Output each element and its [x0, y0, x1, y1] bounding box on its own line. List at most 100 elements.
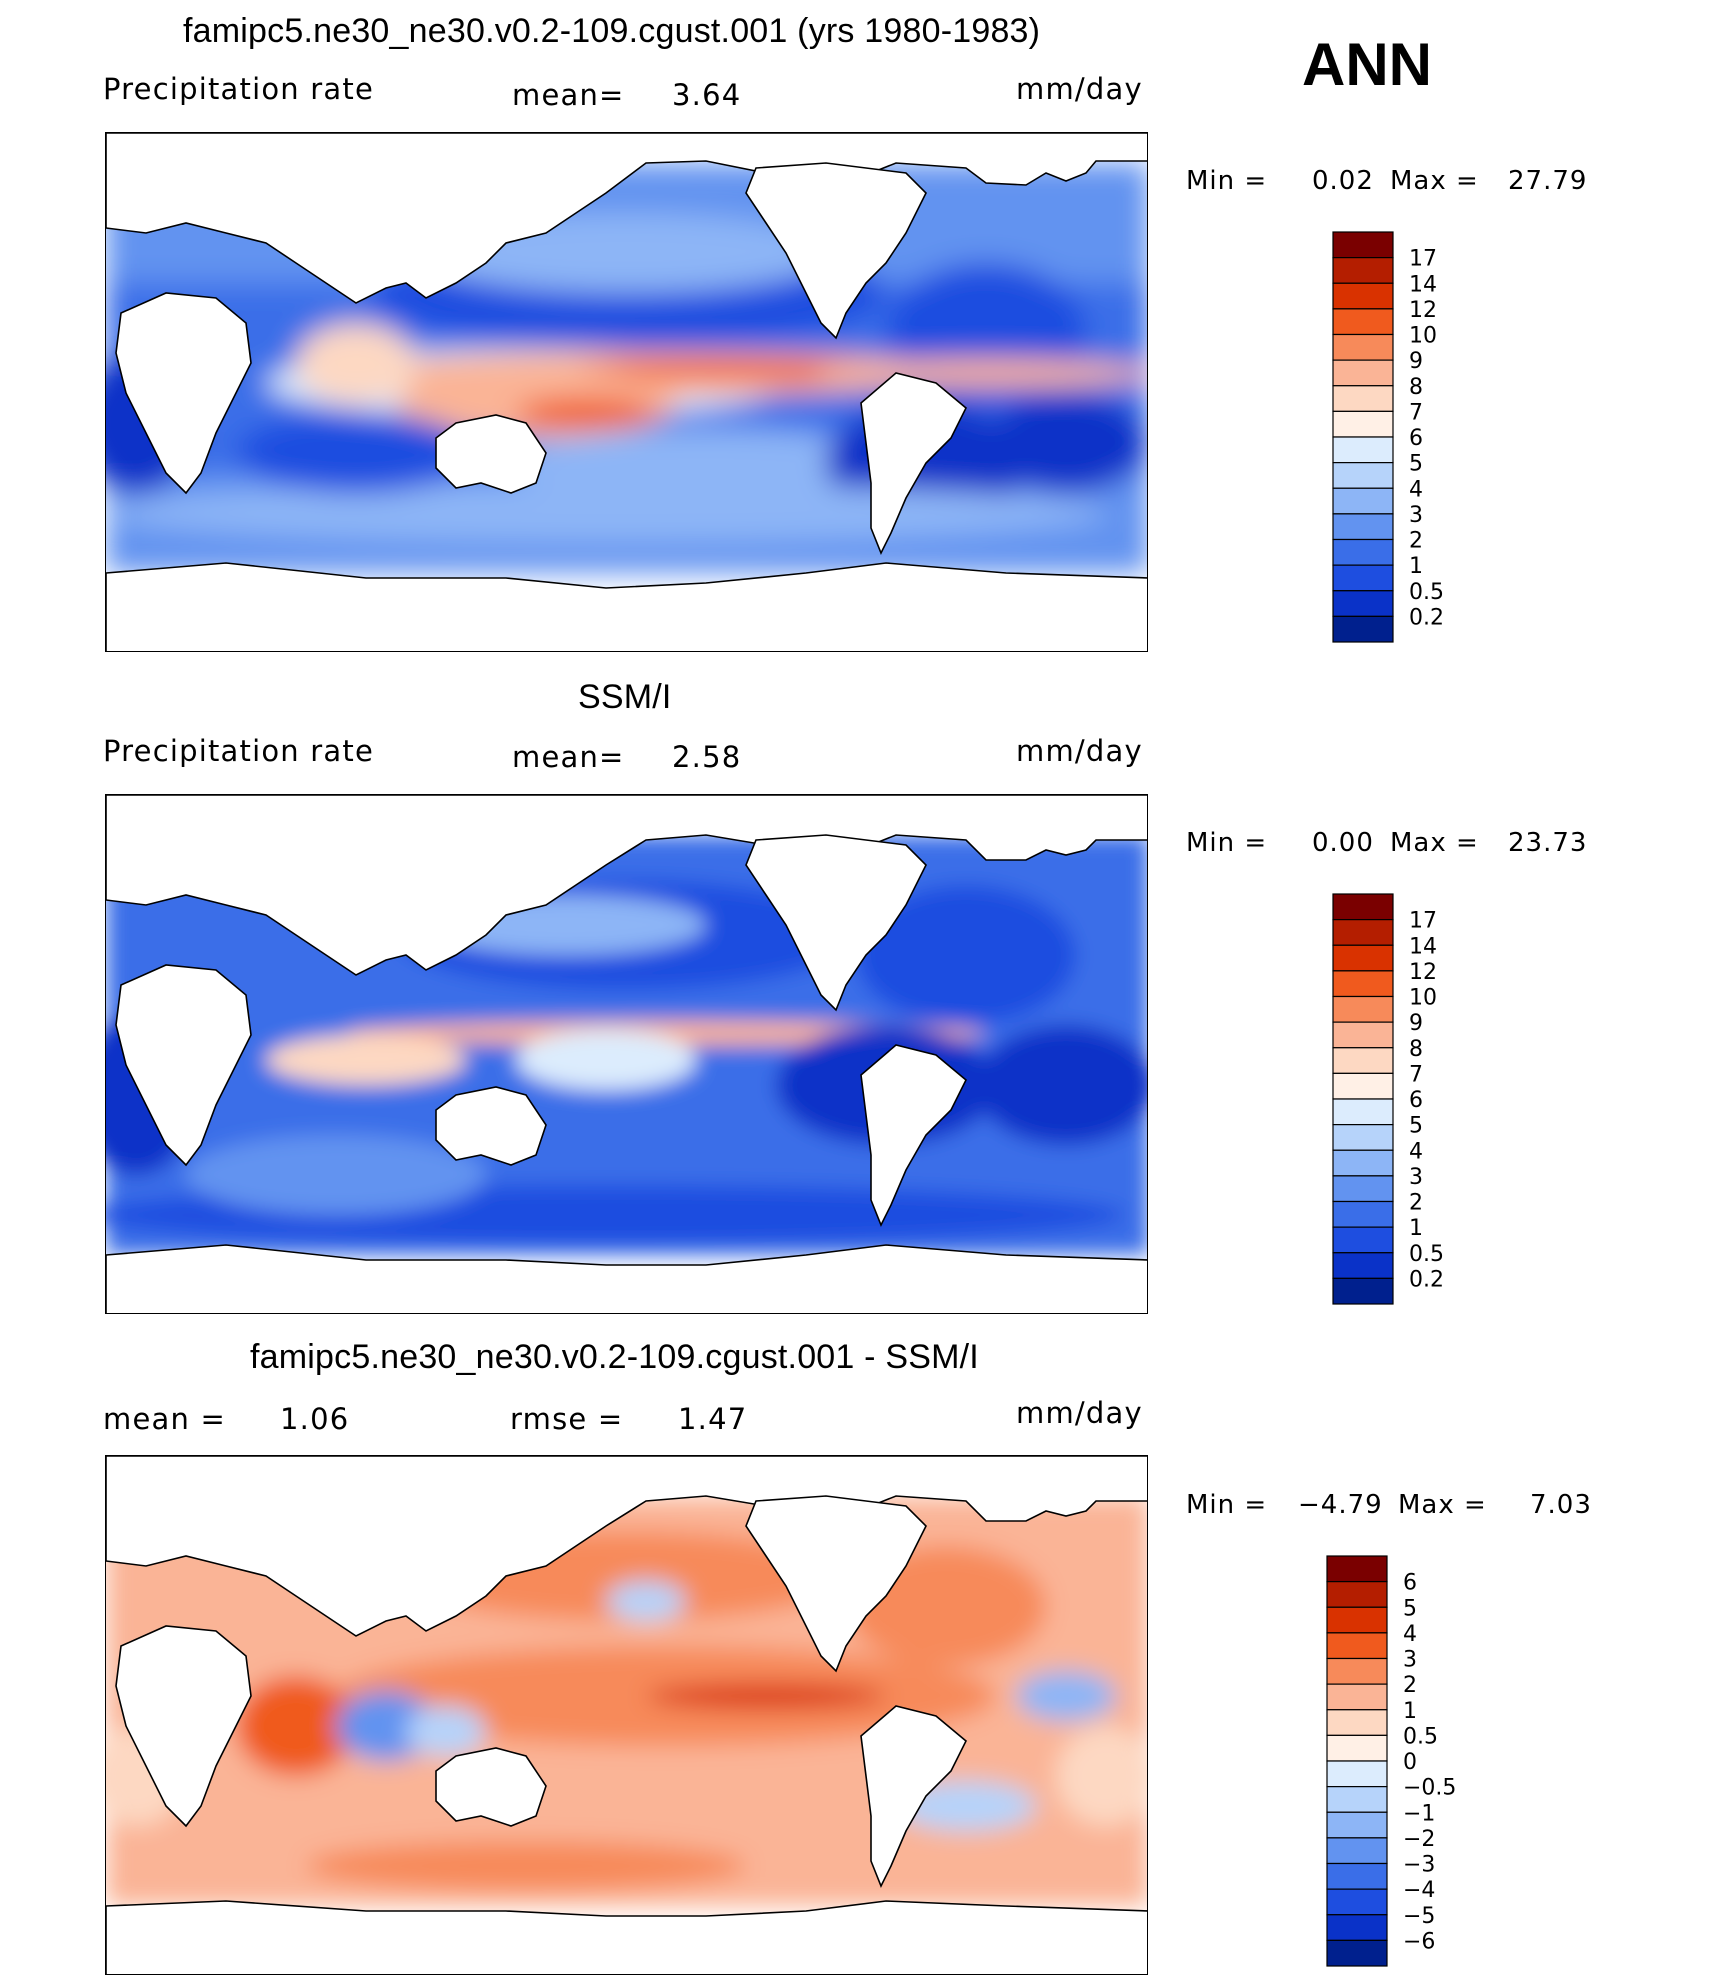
colorbar-tick-label: 12	[1409, 960, 1437, 985]
colorbar-tick-label: −1	[1403, 1801, 1435, 1826]
colorbar-tick-label: −4	[1403, 1878, 1435, 1903]
colorbar-swatch	[1326, 1760, 1388, 1788]
panel3-min-value: −4.79	[1298, 1490, 1383, 1520]
colorbar-swatch	[1332, 1252, 1394, 1279]
panel3-max-label: Max =	[1398, 1490, 1487, 1520]
colorbar-tick-label: 8	[1409, 1037, 1423, 1062]
panel3-mean-value: 1.06	[280, 1402, 350, 1436]
panel2-min-label: Min =	[1186, 828, 1268, 858]
colorbar-tick-label: 2	[1409, 1191, 1423, 1216]
colorbar-tick-label: 5	[1409, 452, 1423, 477]
panel2-mean-label: mean=	[512, 740, 625, 774]
colorbar-swatch	[1332, 257, 1394, 284]
colorbar-tick-label: 4	[1409, 477, 1423, 502]
colorbar-tick-label: 6	[1403, 1571, 1417, 1596]
colorbar-tick-label: 14	[1409, 272, 1437, 297]
colorbar-tick-label: 10	[1409, 986, 1437, 1011]
colorbar-swatch	[1332, 1175, 1394, 1203]
colorbar-tick-label: 17	[1409, 909, 1437, 934]
colorbar-tick-label: 8	[1409, 375, 1423, 400]
panel1-max-label: Max =	[1390, 166, 1479, 196]
colorbar-tick-label: 10	[1409, 324, 1437, 349]
colorbar-swatch	[1332, 564, 1394, 592]
panel3-min-label: Min =	[1186, 1490, 1268, 1520]
colorbar-swatch	[1332, 1021, 1394, 1049]
colorbar-swatch	[1326, 1837, 1388, 1865]
colorbar-swatch	[1326, 1581, 1388, 1608]
colorbar-tick-label: 2	[1403, 1673, 1417, 1698]
colorbar-tick-label: −2	[1403, 1827, 1435, 1852]
colorbar-tick-label: 1	[1409, 554, 1423, 579]
colorbar-tick-label: 0.5	[1409, 580, 1444, 605]
colorbar-swatch	[1326, 1657, 1388, 1685]
panel1-min-value: 0.02	[1312, 166, 1374, 196]
panel1-variable: Precipitation rate	[103, 72, 374, 106]
panel2-min-value: 0.00	[1312, 828, 1374, 858]
colorbar-swatch	[1326, 1709, 1388, 1736]
colorbar-tick-label: 6	[1409, 426, 1423, 451]
colorbar-swatch	[1332, 282, 1394, 310]
colorbar-swatch	[1332, 995, 1394, 1023]
panel1-map	[105, 132, 1148, 652]
panel1-colorbar: 17 14 12 10 9 8 7 6 5 4 3 2 1 0.5 0.2	[1332, 231, 1473, 646]
panel1-title: famipc5.ne30_ne30.v0.2-109.cgust.001 (yr…	[183, 12, 1041, 50]
panel2-variable: Precipitation rate	[103, 734, 374, 768]
panel2-map	[105, 794, 1148, 1314]
panel2-max-value: 23.73	[1508, 828, 1588, 858]
colorbar-tick-label: 3	[1409, 503, 1423, 528]
colorbar-tick-label: 5	[1403, 1596, 1417, 1621]
panel2-units: mm/day	[1016, 734, 1143, 768]
colorbar-tick-label: 0.5	[1403, 1724, 1438, 1749]
panel3-rmse-value: 1.47	[678, 1402, 748, 1436]
colorbar-tick-label: 0.2	[1409, 605, 1444, 630]
colorbar-swatch	[1332, 1098, 1394, 1126]
colorbar-tick-label: −3	[1403, 1853, 1435, 1878]
colorbar-swatch	[1332, 231, 1394, 259]
colorbar-tick-label: −0.5	[1403, 1776, 1456, 1801]
colorbar-swatch	[1332, 462, 1394, 489]
colorbar-swatch	[1332, 1277, 1394, 1305]
colorbar-tick-label: −6	[1403, 1929, 1435, 1954]
colorbar-swatch	[1332, 436, 1394, 464]
colorbar-swatch	[1332, 385, 1394, 412]
panel2-colorbar: 17 14 12 10 9 8 7 6 5 4 3 2 1 0.5 0.2	[1332, 893, 1473, 1308]
colorbar-swatch	[1332, 590, 1394, 617]
panel2-max-label: Max =	[1390, 828, 1479, 858]
colorbar-swatch	[1326, 1683, 1388, 1711]
panel3-units: mm/day	[1016, 1396, 1143, 1430]
panel3-max-value: 7.03	[1530, 1490, 1592, 1520]
colorbar-tick-label: 9	[1409, 1011, 1423, 1036]
panel3-mean-label: mean =	[103, 1402, 226, 1436]
colorbar-tick-label: 4	[1409, 1139, 1423, 1164]
colorbar-swatch	[1332, 615, 1394, 643]
colorbar-swatch	[1326, 1786, 1388, 1813]
panel1-mean-value: 3.64	[672, 78, 742, 112]
colorbar-swatch	[1326, 1606, 1388, 1634]
panel3-rmse-label: rmse =	[510, 1402, 624, 1436]
colorbar-swatch	[1332, 893, 1394, 921]
colorbar-swatch	[1326, 1734, 1388, 1762]
colorbar-swatch	[1332, 1226, 1394, 1254]
colorbar-tick-label: 14	[1409, 934, 1437, 959]
colorbar-swatch	[1332, 308, 1394, 336]
colorbar-swatch	[1332, 513, 1394, 541]
colorbar-swatch	[1332, 359, 1394, 387]
colorbar-tick-label: 4	[1403, 1622, 1417, 1647]
colorbar-swatch	[1326, 1888, 1388, 1916]
panel2-title: SSM/I	[578, 678, 672, 716]
colorbar-tick-label: 1	[1403, 1699, 1417, 1724]
colorbar-swatch	[1326, 1939, 1388, 1967]
panel1-mean-label: mean=	[512, 78, 625, 112]
colorbar-tick-label: 9	[1409, 349, 1423, 374]
panel2-mean-value: 2.58	[672, 740, 742, 774]
colorbar-tick-label: 3	[1409, 1165, 1423, 1190]
colorbar-swatch	[1332, 1047, 1394, 1074]
colorbar-tick-label: 6	[1409, 1088, 1423, 1113]
colorbar-swatch	[1332, 1124, 1394, 1151]
colorbar-tick-label: 0	[1403, 1750, 1417, 1775]
colorbar-swatch	[1332, 1072, 1394, 1100]
colorbar-swatch	[1332, 1200, 1394, 1228]
